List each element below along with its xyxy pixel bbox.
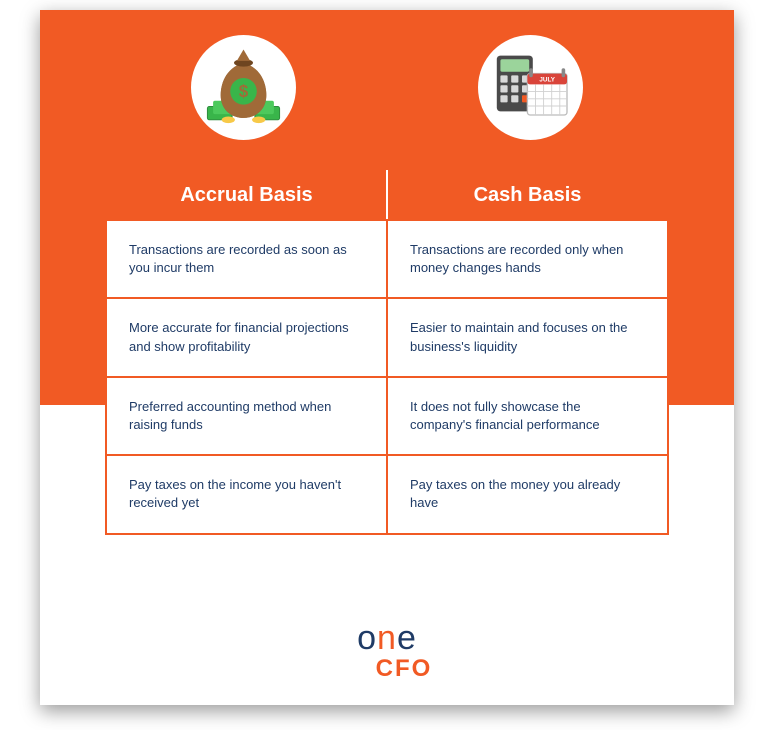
col-header-cash: Cash Basis [387, 171, 668, 220]
cell-accrual: More accurate for financial projections … [106, 298, 387, 376]
table-header-row: Accrual Basis Cash Basis [106, 171, 668, 220]
cell-cash: Transactions are recorded only when mone… [387, 220, 668, 298]
svg-text:$: $ [239, 82, 249, 101]
table-row: Preferred accounting method when raising… [106, 377, 668, 455]
logo-line-one: one [40, 621, 734, 655]
cell-cash: Easier to maintain and focuses on the bu… [387, 298, 668, 376]
comparison-table: Accrual Basis Cash Basis Transactions ar… [105, 170, 669, 535]
cell-accrual: Preferred accounting method when raising… [106, 377, 387, 455]
money-bag-icon: $ [191, 35, 296, 140]
table-row: Pay taxes on the income you haven't rece… [106, 455, 668, 533]
col-header-accrual: Accrual Basis [106, 171, 387, 220]
table-row: Transactions are recorded as soon as you… [106, 220, 668, 298]
cell-cash: It does not fully showcase the company's… [387, 377, 668, 455]
cell-cash: Pay taxes on the money you already have [387, 455, 668, 533]
calendar-month-label: JULY [539, 76, 555, 83]
icons-row: $ [40, 35, 734, 140]
logo-line-two: CFO [74, 657, 734, 681]
calculator-calendar-icon: JULY [478, 35, 583, 140]
cell-accrual: Transactions are recorded as soon as you… [106, 220, 387, 298]
infographic-card: $ [40, 10, 734, 705]
cell-accrual: Pay taxes on the income you haven't rece… [106, 455, 387, 533]
table-row: More accurate for financial projections … [106, 298, 668, 376]
brand-logo: one CFO [40, 621, 734, 681]
